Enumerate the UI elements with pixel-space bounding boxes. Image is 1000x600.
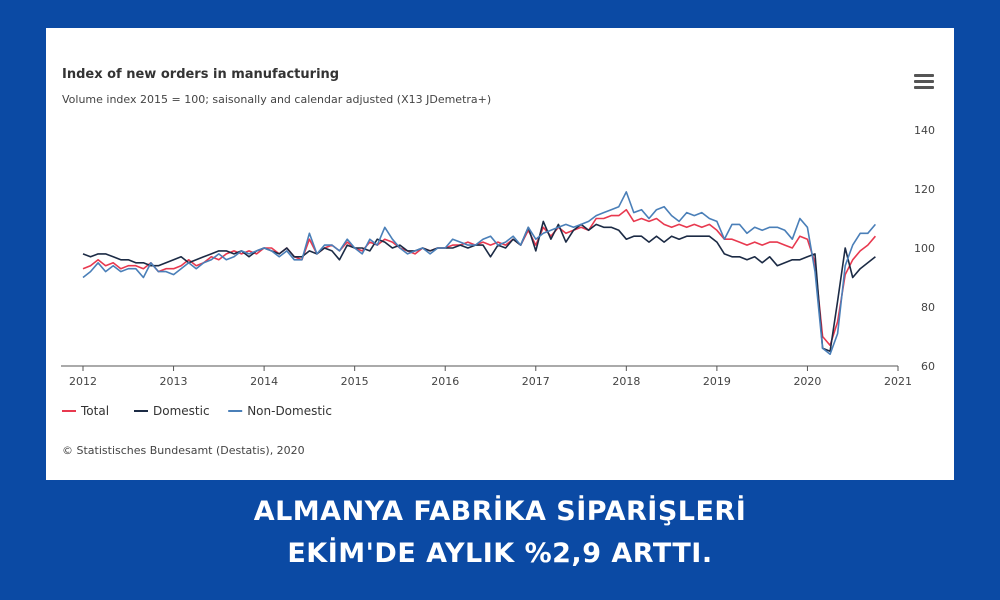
chart-subtitle: Volume index 2015 = 100; saisonally and … [62, 93, 492, 106]
series-line-total [82, 208, 877, 347]
y-tick-label: 100 [914, 242, 935, 255]
x-axis: 2012 2013 2014 2015 2016 2017 2018 2019 2020 2021 [61, 365, 912, 388]
menu-icon[interactable] [914, 74, 934, 90]
legend-item-non-domestic[interactable]: Non-Domestic [228, 404, 332, 418]
legend-label: Non-Domestic [247, 404, 332, 418]
x-tick-label: 2021 [884, 375, 912, 388]
headline-line-2: EKİM'DE AYLIK %2,9 ARTTI. [287, 538, 713, 569]
x-tick-label: 2020 [793, 375, 821, 388]
y-tick-label: 120 [914, 183, 935, 196]
y-tick-label: 60 [921, 360, 935, 373]
x-tick-label: 2016 [431, 375, 459, 388]
series-line-domestic [82, 220, 876, 353]
chart-card: Index of new orders in manufacturing Vol… [46, 28, 954, 480]
headline-line-1: ALMANYA FABRİKA SİPARİŞLERİ [253, 496, 747, 527]
legend-item-total[interactable]: Total [62, 404, 109, 418]
x-tick-label: 2012 [69, 375, 97, 388]
legend[interactable]: Total Domestic Non-Domestic [62, 404, 332, 418]
y-axis: 60 80 100 120 140 [914, 124, 935, 373]
legend-label: Total [80, 404, 109, 418]
x-tick-label: 2017 [522, 375, 550, 388]
series-line-non-domestic [82, 191, 877, 356]
legend-item-domestic[interactable]: Domestic [134, 404, 210, 418]
x-tick-label: 2018 [612, 375, 640, 388]
y-tick-label: 140 [914, 124, 935, 137]
chart-title: Index of new orders in manufacturing [62, 67, 340, 82]
legend-label: Domestic [153, 404, 210, 418]
x-tick-label: 2013 [160, 375, 188, 388]
x-tick-label: 2015 [341, 375, 369, 388]
y-tick-label: 80 [921, 301, 935, 314]
source-credit: © Statistisches Bundesamt (Destatis), 20… [62, 444, 305, 457]
x-tick-label: 2014 [250, 375, 278, 388]
x-tick-label: 2019 [703, 375, 731, 388]
credit-text: © Statistisches Bundesamt (Destatis), 20… [62, 444, 305, 457]
series-lines [82, 191, 877, 356]
